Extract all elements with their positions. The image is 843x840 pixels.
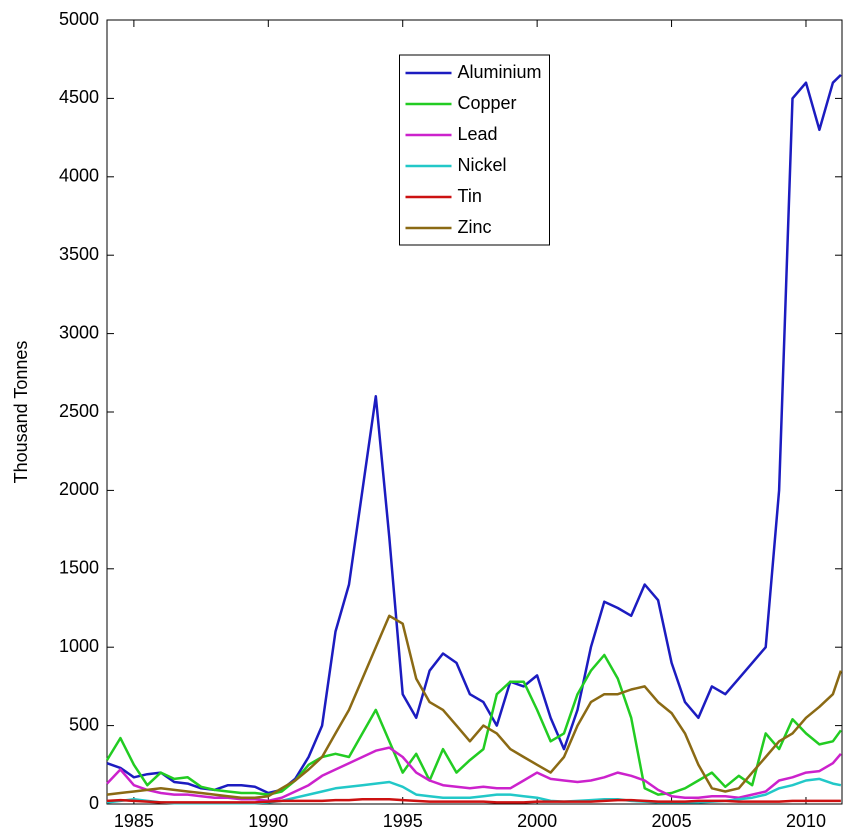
legend-box	[399, 54, 550, 246]
y-axis-label: Thousand Tonnes	[11, 341, 31, 484]
x-tick-label: 2000	[517, 811, 557, 831]
y-tick-label: 0	[89, 793, 99, 813]
y-tick-label: 1500	[59, 558, 99, 578]
x-tick-label: 1990	[248, 811, 288, 831]
y-tick-label: 1000	[59, 636, 99, 656]
y-tick-label: 2500	[59, 401, 99, 421]
y-tick-label: 4500	[59, 87, 99, 107]
line-series	[106, 798, 841, 804]
x-tick-label: 1995	[383, 811, 423, 831]
x-tick-label: 1985	[114, 811, 154, 831]
y-tick-label: 3000	[59, 322, 99, 342]
legend-label: Copper	[458, 93, 517, 113]
y-tick-label: 3500	[59, 244, 99, 264]
line-series	[106, 74, 842, 795]
legend-label: Lead	[458, 124, 498, 144]
x-tick-label: 2005	[652, 811, 692, 831]
legend-label: Zinc	[458, 217, 492, 237]
line-series	[106, 614, 843, 799]
legend-label: Nickel	[458, 155, 507, 175]
y-tick-label: 500	[69, 714, 99, 734]
y-tick-label: 5000	[59, 9, 99, 29]
y-tick-label: 2000	[59, 479, 99, 499]
legend: Aluminium Copper Lead Nickel Tin Zinc	[399, 54, 550, 246]
line-series	[106, 746, 842, 803]
x-tick-label: 2010	[786, 811, 826, 831]
y-tick-label: 4000	[59, 166, 99, 186]
line-series	[105, 653, 842, 796]
legend-label: Tin	[458, 186, 482, 206]
legend-label: Aluminium	[458, 62, 542, 82]
